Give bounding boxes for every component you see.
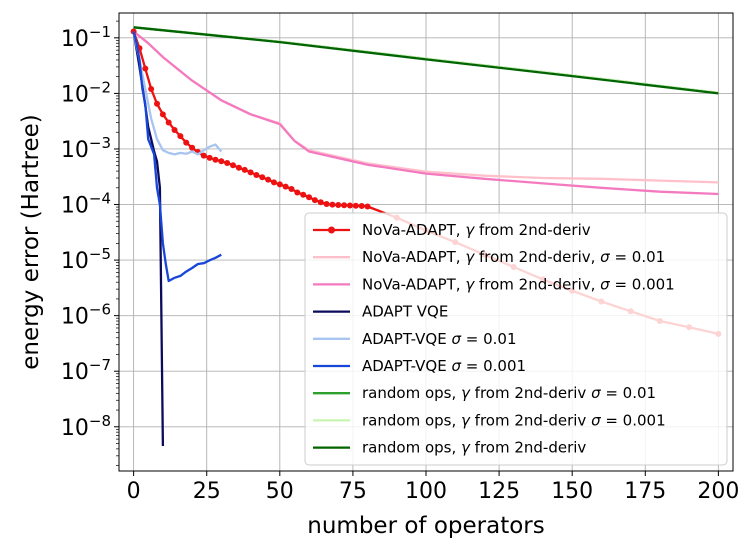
data-point-nova [206,154,213,161]
legend-marker [328,226,335,234]
x-tick-label: 150 [551,479,593,504]
data-point-nova [142,65,149,72]
data-point-nova [306,194,313,201]
x-tick-label: 50 [266,479,294,504]
x-tick-label: 0 [127,479,141,504]
data-point-nova [329,201,336,208]
data-point-nova [230,162,237,169]
x-tick-label: 125 [478,479,520,504]
x-tick-label: 175 [624,479,666,504]
y-tick-label: 10−7 [61,356,111,385]
data-point-nova [259,174,266,181]
y-tick-label: 10−8 [61,412,111,441]
legend-label: random ops, γ from 2nd-deriv σ = 0.001 [362,411,666,429]
data-point-nova [317,199,324,206]
data-point-nova [294,189,301,196]
x-tick-label: 75 [339,479,367,504]
data-point-nova [183,139,190,146]
data-point-nova [358,203,365,210]
data-point-nova [346,202,353,209]
data-point-nova [270,179,277,186]
data-point-nova [323,201,330,208]
y-tick-label: 10−3 [61,134,111,163]
y-tick-label: 10−6 [61,301,111,330]
legend-label: NoVa-ADAPT, γ from 2nd-deriv, σ = 0.001 [362,275,675,293]
data-point-nova [247,169,254,176]
data-point-nova [159,111,166,118]
data-point-nova [300,191,307,198]
series-line-nova-sigma0001 [132,30,719,196]
data-point-nova [364,203,371,210]
data-point-nova [212,156,219,163]
y-tick-label: 10−2 [61,78,111,107]
legend-box [304,212,728,466]
data-point-nova [282,183,289,190]
data-point-nova [189,144,196,151]
ticks: 0 25 50 75 100 125 150 175 200 10−1 10−2 10−3 10−4 10… [61,20,739,504]
data-point-nova [335,202,342,209]
x-tick-label: 100 [405,479,447,504]
data-point-nova [352,202,359,209]
legend-label: NoVa-ADAPT, γ from 2nd-deriv [362,221,591,239]
y-tick-label: 10−5 [61,245,111,274]
y-tick-label: 10−1 [61,23,111,52]
x-tick-label: 25 [193,479,221,504]
data-point-nova [276,181,283,188]
y-tick-label: 10−4 [61,190,111,219]
legend: NoVa-ADAPT, γ from 2nd-deriv NoVa-ADAPT, … [304,212,728,466]
legend-label: random ops, γ from 2nd-deriv [362,439,586,457]
data-point-nova [241,166,248,173]
data-point-nova [235,164,242,171]
data-point-nova [165,119,172,126]
legend-label: NoVa-ADAPT, γ from 2nd-deriv, σ = 0.01 [362,248,665,266]
data-point-nova [200,152,207,159]
data-point-nova [224,159,231,166]
legend-label: ADAPT-VQE σ = 0.001 [362,357,526,375]
data-point-nova [148,86,155,93]
x-axis-label: number of operators [307,513,544,539]
data-point-nova [311,197,318,204]
data-point-nova [288,186,295,193]
data-point-nova [154,100,161,107]
data-point-nova [265,176,272,183]
data-point-nova [341,202,348,209]
data-point-nova [218,158,225,165]
legend-label: ADAPT VQE [362,303,448,321]
y-axis-label: energy error (Hartree) [18,114,44,370]
data-point-nova [177,133,184,140]
x-tick-label: 200 [697,479,739,504]
data-point-nova [171,126,178,133]
series-line-adapt-sigma001 [132,31,223,156]
series-line-adapt-sigma0001 [132,31,222,283]
legend-label: random ops, γ from 2nd-deriv σ = 0.01 [362,384,656,402]
series-line-random [133,26,719,95]
legend-label: ADAPT-VQE σ = 0.01 [362,330,517,348]
data-point-nova [253,172,260,179]
